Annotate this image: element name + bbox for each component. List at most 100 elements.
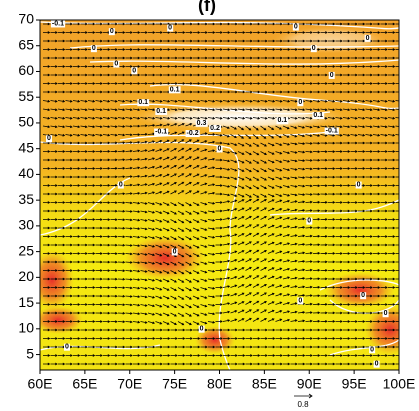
wind-vector bbox=[162, 173, 170, 178]
wind-vector bbox=[215, 286, 223, 289]
wind-vector bbox=[200, 304, 208, 308]
wind-vector bbox=[103, 345, 111, 349]
wind-vector bbox=[253, 31, 261, 34]
wind-vector bbox=[185, 156, 192, 161]
wind-vector bbox=[207, 261, 216, 265]
wind-vector bbox=[102, 125, 111, 129]
wind-vector bbox=[133, 354, 141, 357]
wind-vector bbox=[117, 99, 126, 103]
wind-vector bbox=[275, 151, 283, 155]
wind-vector bbox=[373, 48, 381, 51]
wind-vector bbox=[365, 31, 373, 34]
y-tick-label: 60 bbox=[18, 62, 34, 78]
wind-vector bbox=[290, 200, 298, 203]
y-tick-label: 50 bbox=[18, 114, 34, 130]
wind-vector bbox=[252, 125, 259, 131]
wind-vector bbox=[388, 320, 396, 323]
wind-vector bbox=[298, 22, 306, 26]
wind-vector bbox=[260, 215, 267, 220]
wind-vector bbox=[365, 269, 373, 272]
wind-vector bbox=[43, 175, 51, 179]
wind-vector bbox=[162, 270, 170, 274]
wind-vector bbox=[192, 116, 201, 120]
wind-vector bbox=[117, 175, 126, 179]
wind-vector bbox=[170, 202, 177, 207]
wind-vector bbox=[80, 354, 88, 357]
contour-label: 0 bbox=[330, 72, 334, 79]
wind-vector bbox=[177, 210, 185, 215]
wind-vector bbox=[95, 226, 103, 230]
wind-vector bbox=[155, 157, 163, 161]
wind-vector bbox=[320, 277, 328, 281]
wind-vector bbox=[80, 243, 88, 247]
wind-vector bbox=[372, 243, 381, 247]
wind-vector bbox=[200, 337, 208, 340]
wind-vector bbox=[275, 22, 283, 26]
contour-label: -0.1 bbox=[326, 128, 338, 135]
wind-vector bbox=[387, 99, 396, 103]
wind-vector bbox=[320, 319, 328, 323]
wind-vector bbox=[207, 149, 216, 153]
wind-vector bbox=[327, 286, 336, 289]
wind-vector bbox=[275, 73, 283, 77]
wind-vector bbox=[312, 108, 321, 112]
wind-vector bbox=[185, 22, 193, 26]
wind-vector bbox=[222, 285, 231, 288]
wind-vector bbox=[192, 244, 200, 249]
wind-vector bbox=[372, 184, 381, 187]
wind-vector bbox=[170, 312, 177, 317]
wind-vector bbox=[222, 251, 231, 254]
wind-vector bbox=[320, 99, 328, 103]
wind-vector bbox=[327, 311, 336, 315]
wind-vector bbox=[282, 301, 291, 305]
wind-vector bbox=[222, 193, 231, 197]
contour-label-bg bbox=[360, 292, 367, 300]
wind-vector bbox=[102, 218, 111, 221]
chart-title: (f) bbox=[198, 0, 216, 15]
wind-vector bbox=[312, 294, 321, 298]
wind-vector bbox=[140, 304, 148, 307]
wind-vector bbox=[365, 73, 373, 77]
wind-vector bbox=[260, 232, 267, 237]
wind-vector bbox=[95, 294, 103, 298]
wind-vector bbox=[102, 320, 111, 323]
wind-vector bbox=[320, 294, 328, 298]
wind-vector bbox=[95, 184, 103, 187]
wind-vector bbox=[357, 320, 366, 323]
wind-vector bbox=[110, 82, 118, 85]
wind-vector bbox=[43, 184, 51, 187]
wind-vector bbox=[342, 226, 351, 230]
wind-vector bbox=[215, 235, 223, 238]
wind-vector bbox=[388, 201, 396, 204]
wind-vector bbox=[95, 108, 103, 112]
wind-vector bbox=[192, 156, 200, 161]
wind-vector bbox=[327, 150, 336, 153]
contour-label: 0.1 bbox=[313, 112, 323, 119]
wind-vector bbox=[95, 150, 103, 153]
wind-vector bbox=[155, 219, 163, 223]
wind-vector bbox=[125, 261, 133, 264]
contour-label-bg bbox=[369, 346, 376, 354]
wind-vector bbox=[365, 218, 373, 221]
wind-vector bbox=[215, 277, 223, 281]
wind-vector bbox=[177, 122, 185, 127]
contour-label-bg bbox=[63, 343, 70, 351]
contour-label: 0 bbox=[357, 182, 361, 189]
wind-vector bbox=[282, 233, 291, 237]
wind-vector bbox=[305, 116, 313, 120]
wind-vector bbox=[283, 345, 291, 349]
wind-vector bbox=[387, 116, 396, 120]
wind-vector bbox=[65, 184, 73, 187]
wind-vector bbox=[380, 158, 388, 162]
wind-vector bbox=[283, 48, 291, 51]
wind-vector bbox=[80, 311, 88, 315]
wind-vector bbox=[245, 337, 253, 340]
wind-vector bbox=[350, 99, 358, 103]
wind-vector bbox=[238, 345, 246, 349]
wind-vector bbox=[260, 283, 267, 288]
wind-vector bbox=[162, 295, 170, 300]
wind-vector bbox=[245, 275, 252, 280]
wind-vector bbox=[215, 354, 223, 357]
wind-vector bbox=[118, 328, 126, 332]
wind-vector bbox=[185, 108, 193, 112]
